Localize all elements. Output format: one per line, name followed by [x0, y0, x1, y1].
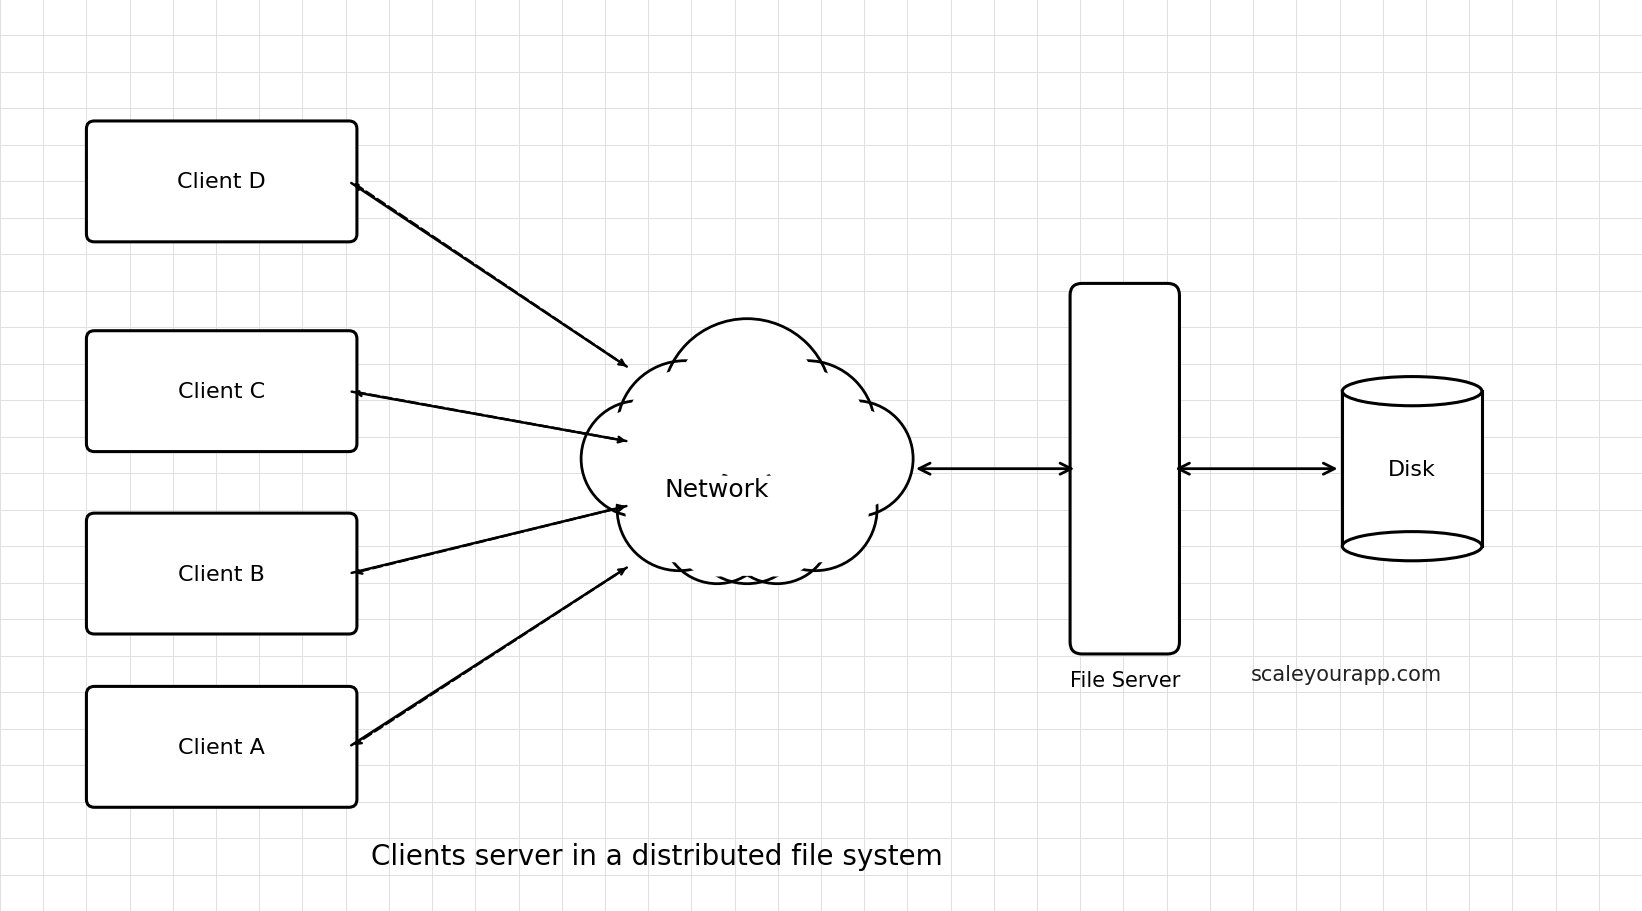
Circle shape	[617, 447, 741, 571]
Circle shape	[670, 481, 765, 577]
Circle shape	[762, 456, 869, 563]
Text: File Server: File Server	[1069, 670, 1181, 691]
FancyBboxPatch shape	[87, 687, 356, 807]
Text: Client A: Client A	[179, 737, 264, 757]
FancyBboxPatch shape	[87, 122, 356, 242]
Circle shape	[805, 409, 906, 509]
Circle shape	[626, 370, 744, 488]
Circle shape	[588, 409, 690, 509]
Circle shape	[749, 370, 867, 488]
Circle shape	[662, 474, 772, 584]
FancyBboxPatch shape	[87, 332, 356, 452]
Text: Disk: Disk	[1387, 459, 1437, 479]
Text: Network: Network	[665, 477, 770, 501]
Circle shape	[722, 474, 832, 584]
Circle shape	[729, 481, 824, 577]
Circle shape	[796, 401, 913, 517]
FancyBboxPatch shape	[1071, 284, 1179, 654]
Circle shape	[617, 362, 754, 497]
Text: Clients server in a distributed file system: Clients server in a distributed file sys…	[371, 843, 943, 870]
Bar	[1342, 392, 1481, 547]
Circle shape	[695, 472, 800, 577]
Circle shape	[739, 362, 875, 497]
Text: Client B: Client B	[179, 564, 264, 584]
Text: scaleyourapp.com: scaleyourapp.com	[1251, 664, 1442, 684]
Circle shape	[581, 401, 698, 517]
Ellipse shape	[1342, 532, 1481, 561]
Text: Client D: Client D	[177, 172, 266, 192]
Circle shape	[686, 465, 808, 584]
Ellipse shape	[1342, 377, 1481, 406]
Text: Client C: Client C	[177, 382, 266, 402]
Circle shape	[626, 456, 732, 563]
Circle shape	[673, 331, 821, 478]
Circle shape	[662, 320, 832, 489]
Circle shape	[754, 447, 877, 571]
FancyBboxPatch shape	[87, 514, 356, 634]
